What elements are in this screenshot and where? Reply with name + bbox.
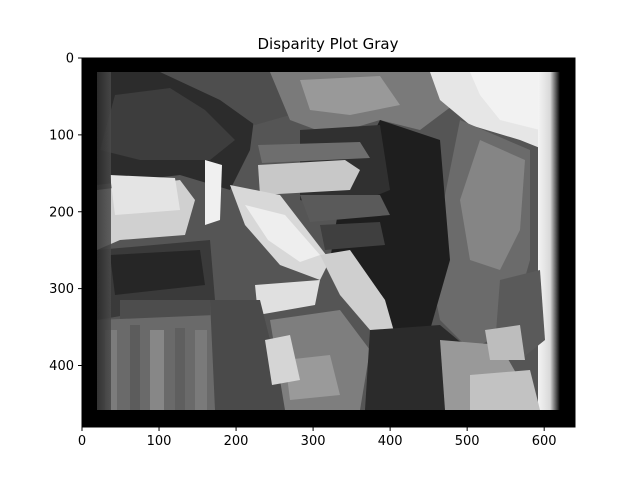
x-tick-label: 400 [378, 434, 403, 449]
x-tick-label: 300 [301, 434, 326, 449]
y-tick-label: 300 [49, 282, 74, 297]
y-tick-label: 0 [66, 52, 74, 67]
x-tick-label: 600 [532, 434, 557, 449]
y-tick-label: 100 [49, 128, 74, 143]
x-tick-label: 100 [147, 434, 172, 449]
x-tick-label: 0 [78, 434, 86, 449]
chart-title: Disparity Plot Gray [257, 35, 398, 53]
disparity-image [82, 58, 575, 427]
y-axis: 0 100 200 300 400 [49, 52, 82, 374]
y-tick-label: 400 [49, 359, 74, 374]
axes-frame [81, 57, 576, 428]
x-tick-label: 500 [455, 434, 480, 449]
y-tick-label: 200 [49, 205, 74, 220]
x-tick-label: 200 [224, 434, 249, 449]
x-axis: 0 100 200 300 400 500 600 [78, 427, 557, 449]
